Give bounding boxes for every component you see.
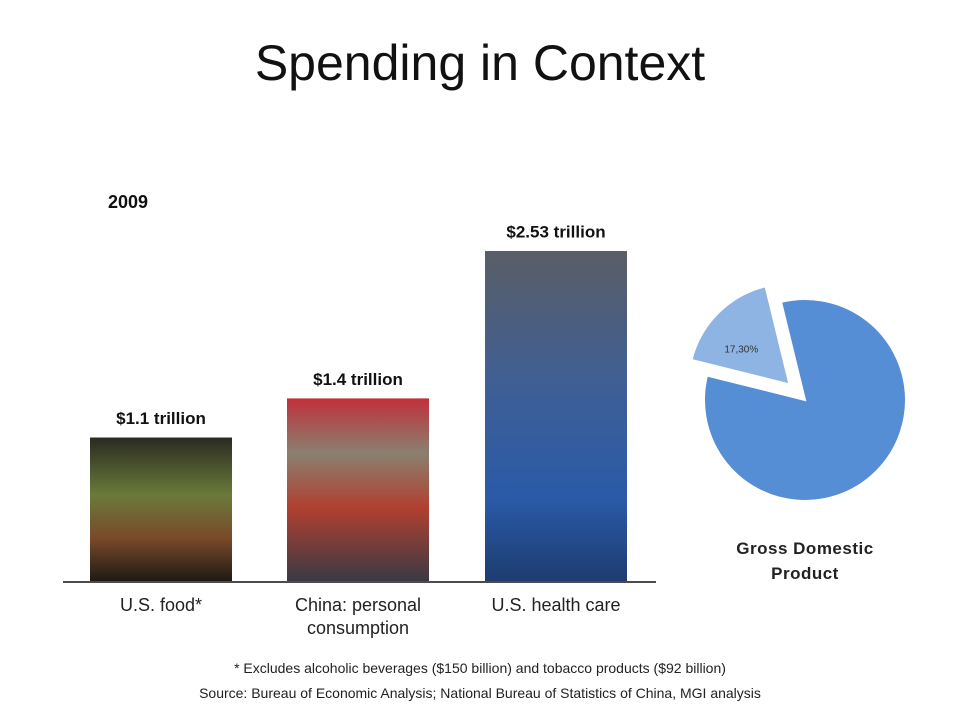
slide-title: Spending in Context xyxy=(254,35,706,91)
category-label: U.S. food* xyxy=(119,595,203,615)
footnote: * Excludes alcoholic beverages ($150 bil… xyxy=(234,660,726,676)
value-label: $1.1 trillion xyxy=(116,409,206,428)
pie-slice xyxy=(690,285,791,386)
pie-slice xyxy=(703,298,907,502)
chart-subtitle: 2009 xyxy=(108,192,148,212)
bar xyxy=(90,437,232,581)
value-label: $2.53 trillion xyxy=(506,222,605,241)
category-label: U.S. health care xyxy=(491,595,621,615)
bar xyxy=(485,251,627,581)
pie-title: Gross Domestic Product xyxy=(736,539,874,583)
slice-label: 17,30% xyxy=(724,345,758,356)
value-label: $1.4 trillion xyxy=(313,370,403,389)
category-label: China: personal consumption xyxy=(294,595,422,638)
bar xyxy=(287,398,429,581)
source-note: Source: Bureau of Economic Analysis; Nat… xyxy=(199,685,761,701)
